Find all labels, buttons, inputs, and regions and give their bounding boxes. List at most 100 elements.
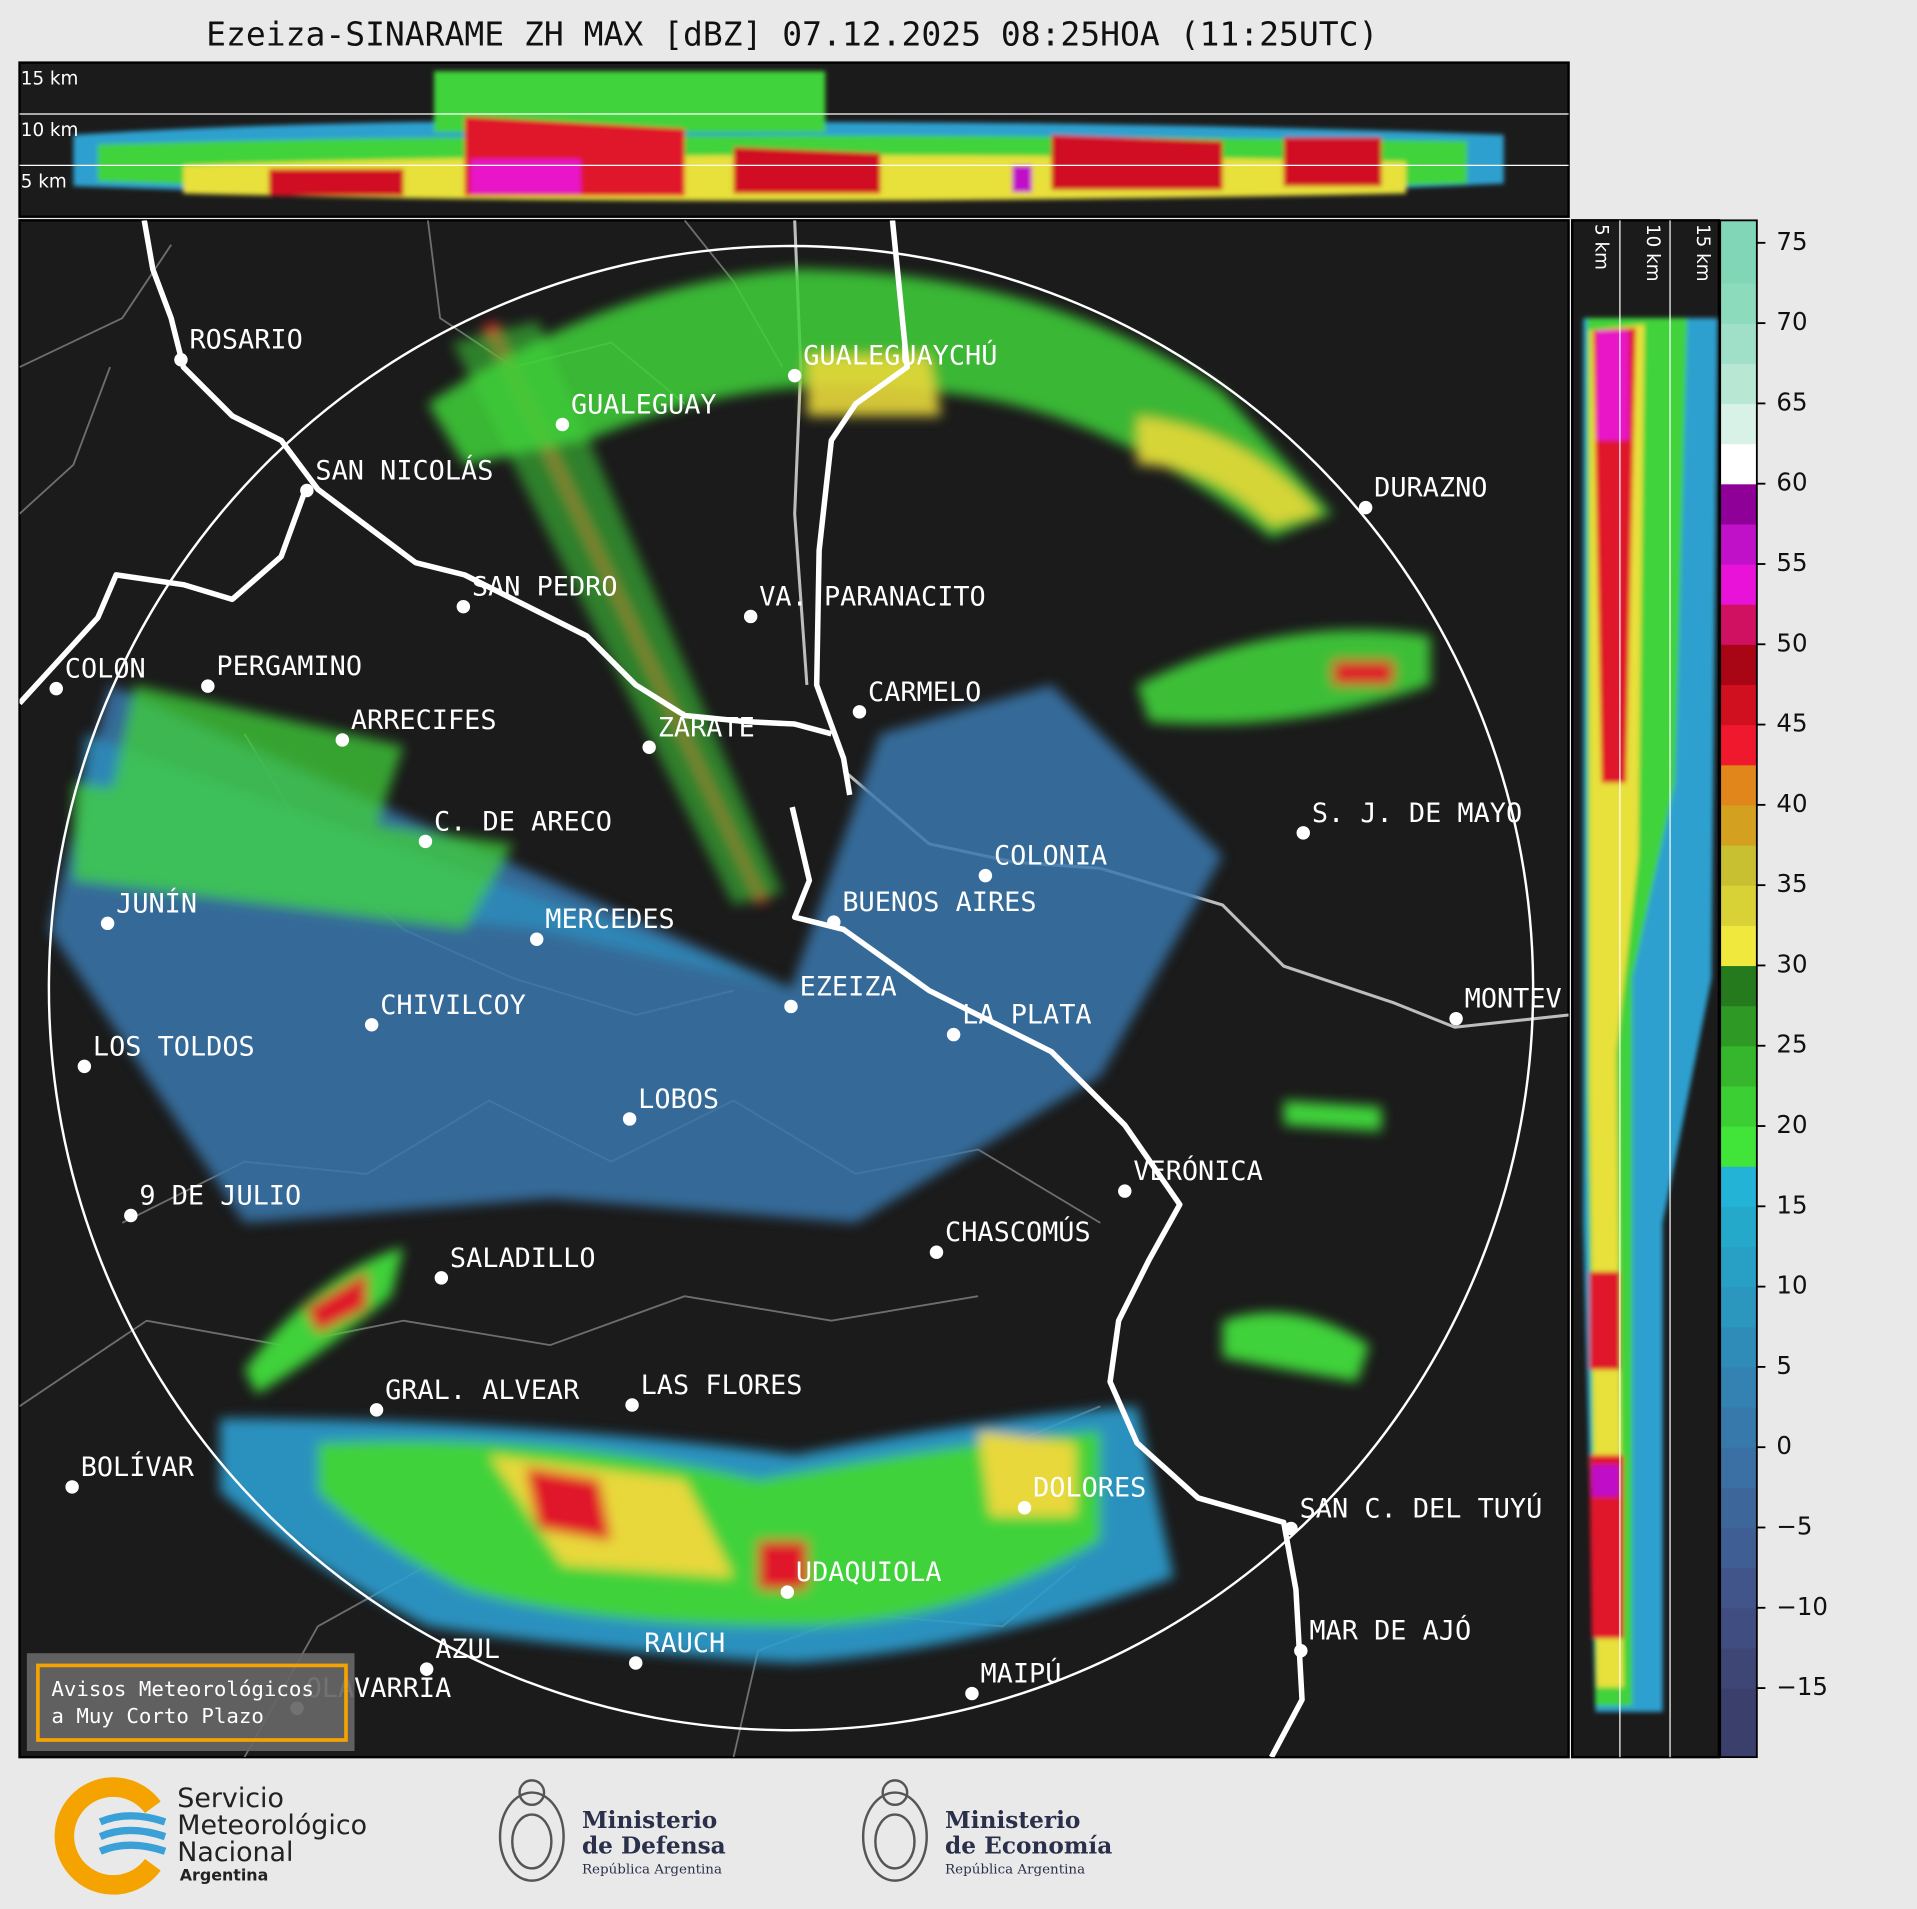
- logo-text: Meteorológico: [177, 1810, 367, 1841]
- city-marker: [784, 999, 798, 1014]
- colorbar-tick-label: 40: [1776, 789, 1807, 818]
- colorbar-bin: [1720, 724, 1757, 766]
- city-label: LOBOS: [638, 1084, 719, 1115]
- colorbar-tick-label: 0: [1776, 1431, 1792, 1460]
- city-marker: [555, 417, 570, 432]
- city-label: DURAZNO: [1374, 473, 1487, 504]
- colorbar-bin: [1720, 1206, 1757, 1248]
- city-marker: [201, 679, 215, 693]
- colorbar-bin: [1720, 925, 1757, 967]
- city-marker: [1358, 500, 1373, 515]
- logo-text: Nacional: [177, 1837, 293, 1868]
- city-label: ROSARIO: [189, 325, 302, 356]
- colorbar: −15 −10 −5 0 5 10 15 20 25 30 35 40 45 50 55 60 65 70 75: [1719, 219, 1828, 1759]
- colorbar-bin: [1720, 363, 1757, 405]
- defensa-emblem: [498, 1779, 565, 1882]
- city-marker: [419, 1662, 434, 1676]
- city-marker: [743, 609, 758, 624]
- colorbar-tick-label: 60: [1776, 468, 1807, 497]
- city-label: CHIVILCOY: [380, 990, 526, 1021]
- city-label: S. J. DE MAYO: [1312, 798, 1522, 829]
- colorbar-bin: [1720, 644, 1757, 686]
- logo-text: República Argentina: [945, 1862, 1085, 1877]
- city-label: COLONIA: [994, 841, 1107, 872]
- colorbar-tick-label: 45: [1776, 709, 1807, 738]
- city-marker: [642, 740, 656, 754]
- city-label: MONTEV: [1465, 984, 1562, 1015]
- colorbar-tick-label: 20: [1776, 1110, 1807, 1139]
- colorbar-tick-label: 15: [1776, 1190, 1807, 1219]
- notice-line: Avisos Meteorológicos: [51, 1677, 314, 1701]
- colorbar-bin: [1720, 220, 1757, 284]
- city-label: MERCEDES: [545, 904, 674, 935]
- colorbar-tick-label: −10: [1776, 1592, 1828, 1621]
- colorbar-tick-label: −5: [1776, 1511, 1812, 1540]
- city-marker: [978, 868, 993, 883]
- height-label: 15 km: [1692, 224, 1713, 282]
- city-marker: [622, 1112, 637, 1126]
- smn-logo: [54, 1777, 167, 1895]
- city-label: LA PLATA: [962, 1000, 1091, 1031]
- colorbar-bin: [1720, 1407, 1757, 1448]
- colorbar-bin: [1720, 1366, 1757, 1408]
- colorbar-bin: [1720, 1688, 1757, 1758]
- colorbar-bin: [1720, 845, 1757, 886]
- colorbar-bin: [1720, 1567, 1757, 1609]
- colorbar-tick-label: 35: [1776, 869, 1807, 898]
- city-marker: [529, 932, 544, 946]
- colorbar-bin: [1720, 563, 1757, 605]
- side-echoes: [1583, 318, 1718, 1712]
- city-marker: [1449, 1011, 1463, 1026]
- colorbar-bin: [1720, 1647, 1757, 1689]
- city-label: VA. PARANACITO: [759, 581, 986, 612]
- logo-text: República Argentina: [582, 1862, 722, 1877]
- colorbar-bin: [1720, 1005, 1757, 1047]
- city-label: RAUCH: [644, 1628, 725, 1659]
- colorbar-bin: [1720, 403, 1757, 445]
- city-marker: [1296, 826, 1310, 840]
- height-label: 15 km: [21, 69, 79, 90]
- logo-text: Servicio: [177, 1783, 284, 1814]
- city-label: DOLORES: [1033, 1473, 1146, 1504]
- colorbar-tick-label: 50: [1776, 628, 1807, 657]
- city-marker: [456, 599, 471, 614]
- city-marker: [852, 705, 867, 719]
- city-marker: [965, 1686, 979, 1701]
- city-label: ARRECIFES: [351, 705, 497, 736]
- notice-border: [36, 1663, 348, 1742]
- city-label: GUALEGUAYCHÚ: [803, 340, 997, 372]
- colorbar-tick-label: 30: [1776, 949, 1807, 978]
- logo-text: de Economía: [945, 1833, 1112, 1860]
- colorbar-bin: [1720, 1607, 1757, 1649]
- colorbar-bin: [1720, 1447, 1757, 1488]
- title: Ezeiza-SINARAME ZH MAX [dBZ] 07.12.2025 …: [206, 15, 1378, 54]
- city-marker: [929, 1245, 944, 1259]
- colorbar-tick-label: 5: [1776, 1351, 1792, 1380]
- colorbar-bin: [1720, 965, 1757, 1007]
- height-label: 10 km: [21, 120, 79, 141]
- city-label: PERGAMINO: [216, 651, 362, 682]
- notice-box: [26, 1653, 355, 1752]
- city-label: UDAQUIOLA: [796, 1557, 942, 1588]
- city-label: LAS FLORES: [641, 1370, 803, 1401]
- city-marker: [174, 352, 188, 367]
- colorbar-bin: [1720, 1527, 1757, 1569]
- city-marker: [65, 1480, 79, 1494]
- colorbar-tick-label: 70: [1776, 307, 1807, 336]
- colorbar-bin: [1720, 1085, 1757, 1127]
- city-label: SALADILLO: [450, 1243, 596, 1274]
- city-label: LOS TOLDOS: [93, 1031, 255, 1062]
- city-label: AZUL: [435, 1634, 500, 1665]
- notice-line: a Muy Corto Plazo: [51, 1704, 264, 1728]
- colorbar-bin: [1720, 764, 1757, 806]
- city-marker: [1284, 1521, 1298, 1536]
- city-label: COLON: [65, 654, 146, 685]
- colorbar-bin: [1720, 804, 1757, 846]
- colorbar-bin: [1720, 1487, 1757, 1529]
- city-marker: [335, 733, 350, 747]
- colorbar-tick-label: 65: [1776, 387, 1807, 416]
- city-label: ZÁRATE: [658, 711, 755, 743]
- city-marker: [946, 1027, 961, 1042]
- city-label: CHASCOMÚS: [945, 1216, 1091, 1248]
